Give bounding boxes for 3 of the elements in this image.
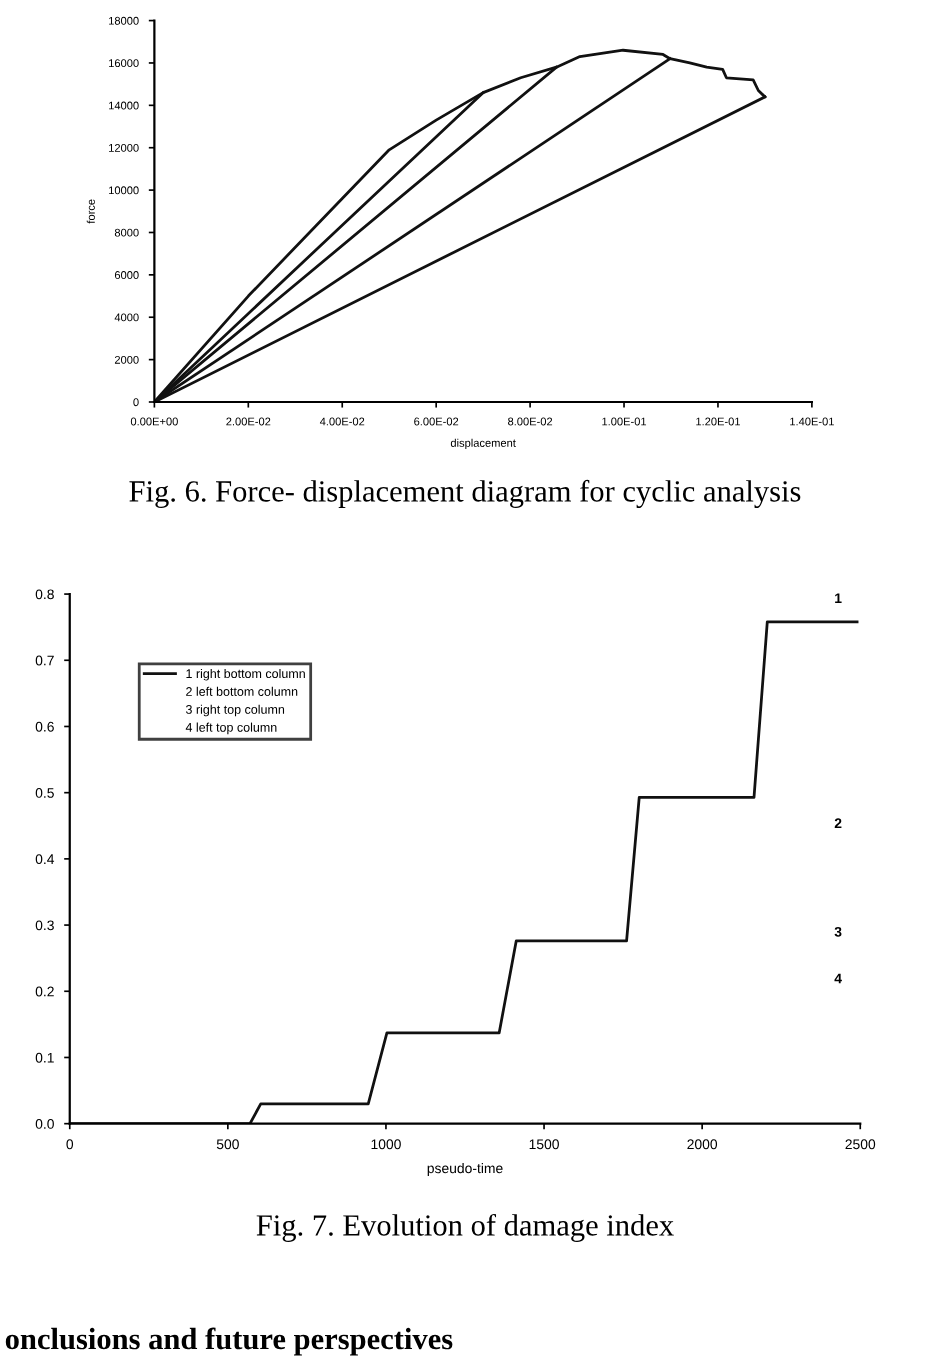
caption: Fig. 6. Force- displacement diagram for cyclic analysis	[129, 479, 801, 508]
caption: Fig. 7. Evolution of damage index	[256, 1213, 674, 1242]
text: onclusions and future perspectives	[5, 1327, 453, 1356]
